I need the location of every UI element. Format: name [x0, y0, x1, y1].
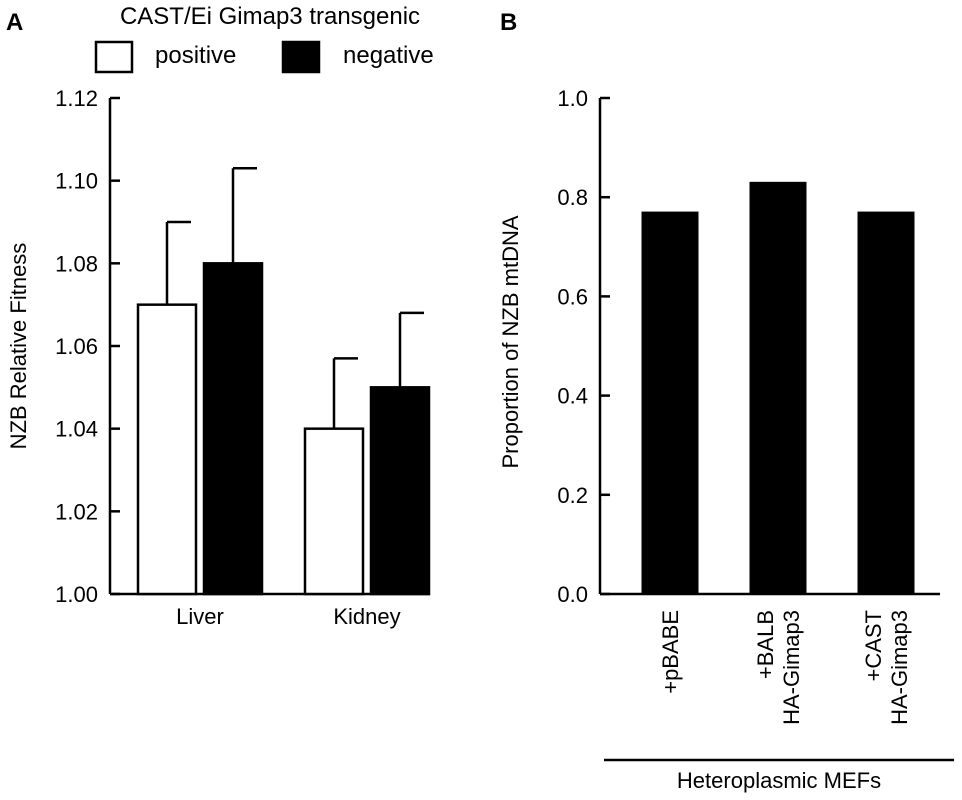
y-tick-label: 1.06: [55, 334, 98, 359]
legend-swatch: [281, 40, 321, 74]
panel-b-bars: [641, 181, 915, 595]
bar: [857, 211, 915, 595]
x-tick-label: HA-Gimap3: [779, 610, 804, 725]
y-tick-label: 1.12: [55, 86, 98, 111]
x-tick-label: Kidney: [333, 604, 400, 629]
panel-a-letter: A: [6, 9, 23, 36]
panel-b-x-axis-label: Heteroplasmic MEFs: [677, 768, 881, 793]
y-tick-label: 0.0: [557, 582, 588, 607]
panel-b-letter: B: [500, 9, 517, 36]
panel-b-y-ticks: 0.0 0.2 0.4 0.6 0.8 1.0: [557, 86, 610, 607]
panel-a-y-axis-label: NZB Relative Fitness: [6, 243, 31, 450]
y-tick-label: 1.08: [55, 251, 98, 276]
legend-title: CAST/Ei Gimap3 transgenic: [120, 3, 420, 30]
panel-b-y-axis-label: Proportion of NZB mtDNA: [498, 215, 523, 468]
bar: [303, 427, 365, 596]
legend: positive negative: [94, 40, 434, 74]
panel-b-x-labels: +pBABE +BALB HA-Gimap3 +CAST HA-Gimap3: [658, 610, 912, 725]
panel-a-bars: [136, 167, 431, 596]
x-tick-label: +pBABE: [658, 610, 683, 694]
y-tick-label: 1.10: [55, 169, 98, 194]
bar: [749, 181, 807, 595]
y-tick-label: 1.0: [557, 86, 588, 111]
y-tick-label: 1.04: [55, 417, 98, 442]
y-tick-label: 0.2: [557, 483, 588, 508]
y-tick-label: 0.4: [557, 384, 588, 409]
x-tick-label: +CAST: [861, 610, 886, 682]
bar: [136, 303, 198, 596]
x-tick-label: Liver: [176, 604, 224, 629]
bar: [202, 262, 264, 596]
x-tick-label: HA-Gimap3: [887, 610, 912, 725]
y-tick-label: 1.00: [55, 582, 98, 607]
panel-a-x-labels: Liver Kidney: [176, 604, 400, 629]
y-tick-label: 0.6: [557, 284, 588, 309]
panel-b: B 0.00.20.40.60.81.0 +pBABE +BALB HA-Gimap…: [498, 9, 954, 793]
bar: [641, 211, 699, 595]
y-tick-label: 1.02: [55, 499, 98, 524]
legend-entry: negative: [343, 42, 434, 69]
legend-entry: positive: [155, 42, 236, 69]
x-tick-label: +BALB: [753, 610, 778, 679]
panel-a-y-ticks: 1.00 1.02 1.04 1.06 1.08 1.10 1.12: [55, 86, 120, 607]
bar: [369, 386, 431, 596]
y-tick-label: 0.8: [557, 185, 588, 210]
legend-swatch: [94, 40, 134, 74]
panel-a: A CAST/Ei Gimap3 transgenic positive nega…: [6, 3, 434, 629]
